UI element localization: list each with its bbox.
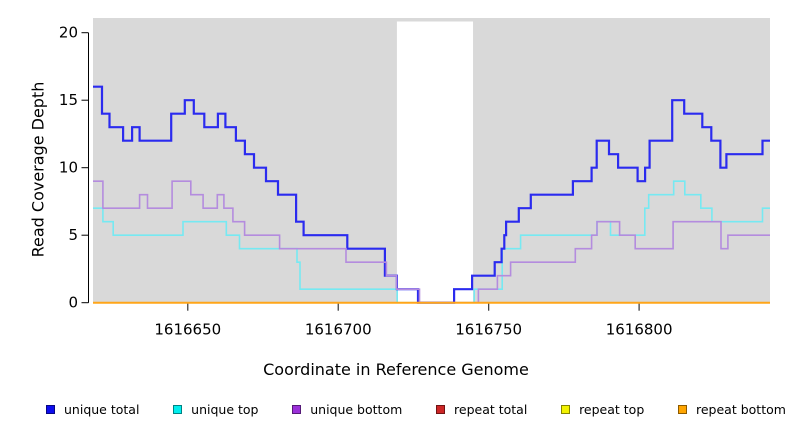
- legend-item-unique-top: unique top: [173, 402, 258, 417]
- legend-label: unique top: [191, 401, 259, 417]
- legend-swatch-repeat-total: [436, 404, 446, 414]
- series-line-unique-bottom: [93, 180, 770, 304]
- y-tick-label: 10: [59, 159, 78, 177]
- legend-item-repeat-bottom: repeat bottom: [678, 402, 786, 417]
- x-tick-label: 1616800: [606, 321, 673, 339]
- x-axis-title: Coordinate in Reference Genome: [263, 360, 529, 379]
- y-tick-label: 5: [68, 226, 78, 244]
- legend-item-unique-bottom: unique bottom: [292, 402, 402, 417]
- y-tick-label: 20: [59, 24, 78, 42]
- legend-label: repeat bottom: [696, 401, 786, 417]
- y-tick-label: 15: [59, 91, 78, 109]
- legend-item-unique-total: unique total: [46, 402, 139, 417]
- legend-label: repeat total: [454, 401, 528, 417]
- legend-item-repeat-total: repeat total: [436, 402, 527, 417]
- legend-swatch-unique-total: [46, 404, 55, 414]
- legend-swatch-repeat-bottom: [678, 404, 687, 414]
- y-tick-label: 0: [68, 294, 78, 312]
- legend-swatch-unique-bottom: [292, 404, 302, 414]
- legend-label: unique bottom: [310, 401, 403, 417]
- legend-swatch-unique-top: [173, 404, 183, 414]
- unshaded-region: [396, 21, 474, 303]
- y-axis-title: Read Coverage Depth: [28, 81, 48, 258]
- series-line-unique-total: [93, 85, 770, 304]
- series-line-unique-top: [93, 180, 770, 304]
- legend: unique total unique top unique bottom repea…: [46, 395, 786, 423]
- legend-label: repeat top: [579, 401, 645, 417]
- legend-label: unique total: [64, 401, 140, 417]
- x-tick-label: 1616750: [455, 321, 522, 339]
- x-tick-label: 1616650: [154, 321, 221, 339]
- legend-swatch-repeat-top: [561, 404, 571, 414]
- legend-item-repeat-top: repeat top: [561, 402, 644, 417]
- x-tick-label: 1616700: [305, 321, 372, 339]
